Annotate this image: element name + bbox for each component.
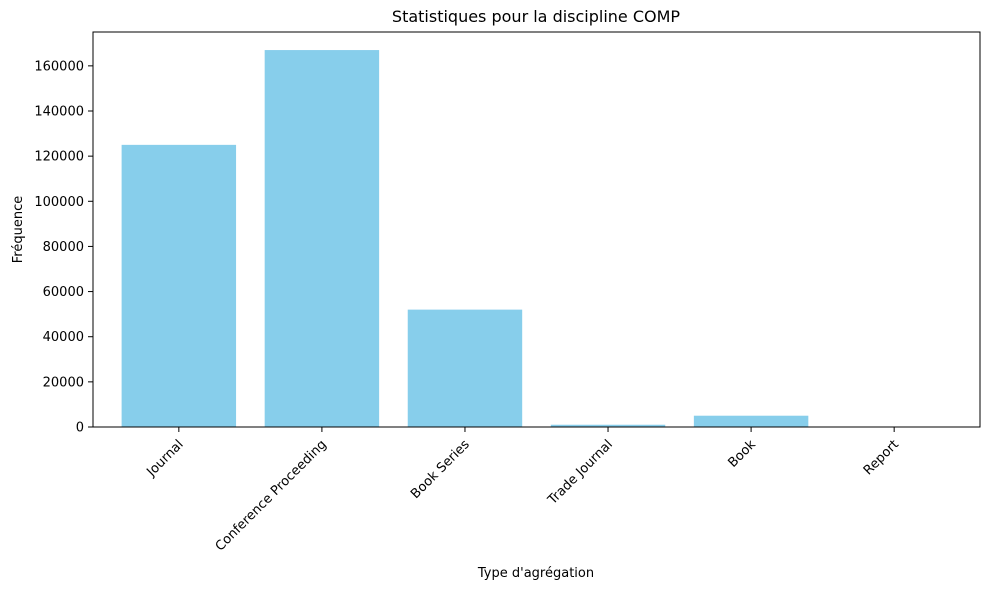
x-tick-label: Journal [144,437,187,480]
y-tick-label: 40000 [43,330,84,345]
y-tick-label: 60000 [43,285,84,300]
x-tick-label: Book Series [408,437,473,502]
y-tick-label: 120000 [34,150,84,165]
bars-group [121,50,952,428]
y-tick-label: 0 [76,421,84,436]
y-axis-label: Fréquence [11,196,26,263]
bar-book-series [407,309,523,427]
y-ticks-group: 0 20000 40000 60000 80000 100000 120000 140000 1… [34,59,93,436]
x-tick-label: Conference Proceeding [213,437,330,554]
y-tick-label: 160000 [34,59,84,74]
x-ticks-group: Journal Conference Proceeding Book Series T… [144,427,902,554]
y-tick-label: 80000 [43,240,84,255]
plot-frame [92,31,981,428]
bar-journal [121,144,237,427]
bar-trade-journal [550,424,666,427]
y-tick-label: 20000 [43,375,84,390]
y-tick-label: 100000 [34,195,84,210]
bar-book [693,415,809,427]
bar-conference-proceeding [264,50,380,428]
x-axis-label: Type d'agrégation [477,566,594,581]
x-tick-label: Report [861,437,902,478]
y-tick-label: 140000 [34,105,84,120]
x-tick-label: Trade Journal [545,437,616,508]
x-tick-label: Book [725,437,759,471]
chart-title: Statistiques pour la discipline COMP [392,7,681,26]
